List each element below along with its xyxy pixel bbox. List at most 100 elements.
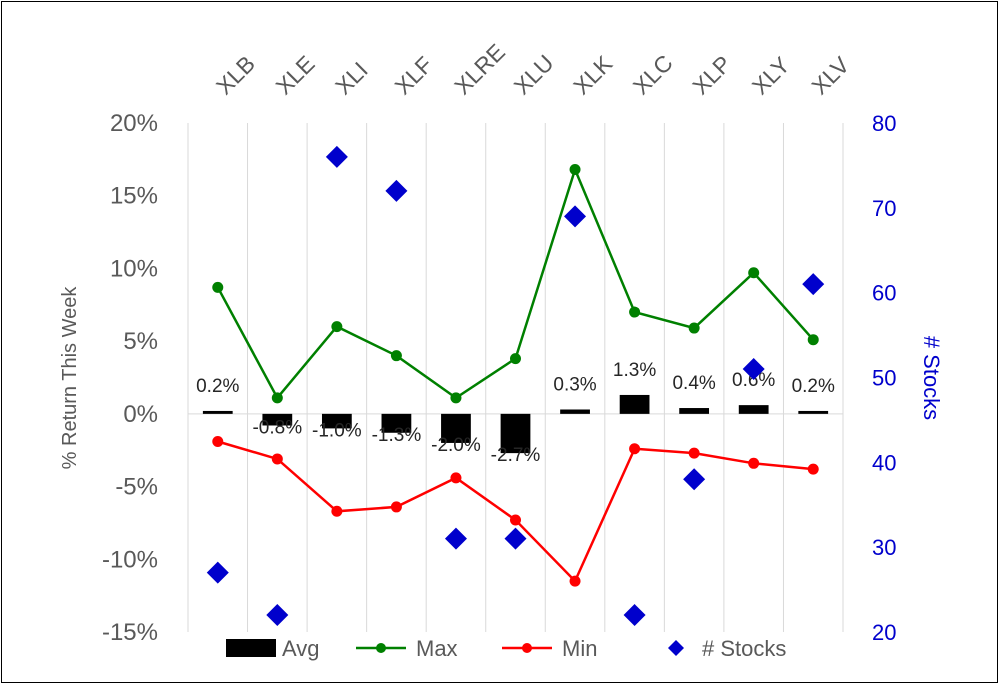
avg-data-label: -2.0% (431, 435, 481, 456)
legend-marker-min (522, 643, 532, 653)
y2-tick-label: 80 (872, 111, 896, 136)
avg-data-label: 1.3% (613, 360, 656, 381)
min-point (807, 463, 819, 475)
x-tick-label: XLP (687, 50, 736, 99)
legend-swatch-stocks (668, 640, 684, 656)
y-tick-label: -10% (102, 546, 158, 573)
legend-label: Min (562, 636, 597, 661)
max-point (390, 350, 402, 362)
max-point (331, 321, 343, 333)
min-point (271, 453, 283, 465)
max-point (510, 353, 521, 365)
x-tick-label: XLC (628, 50, 678, 100)
avg-bar (560, 409, 590, 414)
stocks-point (802, 273, 825, 296)
min-point (510, 514, 521, 526)
max-point (450, 392, 462, 404)
stocks-point (564, 205, 587, 228)
max-point (271, 392, 283, 404)
avg-bars (202, 394, 829, 454)
y-axis-title: % Return This Week (59, 286, 81, 470)
y-tick-label: 15% (110, 183, 158, 210)
max-point (688, 322, 700, 334)
y-tick-label: 20% (110, 110, 158, 137)
stocks-point (385, 179, 408, 202)
avg-bar (738, 405, 769, 414)
y-tick-label: 0% (123, 401, 158, 428)
avg-bar (262, 413, 293, 426)
stocks-point (504, 527, 527, 550)
avg-data-label: 0.6% (732, 370, 775, 391)
stocks-point (742, 358, 765, 381)
legend-label: Max (416, 636, 458, 661)
avg-bar (500, 413, 531, 454)
avg-data-label: -2.7% (491, 445, 541, 466)
x-tick-label: XLV (806, 51, 854, 99)
min-point (629, 443, 641, 455)
y2-tick-label: 60 (872, 281, 896, 306)
y-axis-tick-labels: 20% 15% 10% 5% 0% -5% -10% -15% (102, 110, 158, 646)
avg-data-label: -1.0% (312, 420, 362, 441)
avg-bar (798, 410, 829, 414)
avg-bar (619, 394, 650, 414)
series-markers (206, 145, 825, 627)
y2-tick-label: 40 (872, 450, 896, 475)
x-tick-label: XLE (270, 50, 319, 99)
y2-axis-title: # Stocks (919, 336, 944, 420)
avg-bar (321, 413, 352, 429)
avg-bar (679, 408, 710, 414)
stocks-point (266, 604, 289, 627)
y-tick-label: 10% (110, 255, 158, 282)
min-point (390, 501, 402, 513)
y2-tick-label: 20 (872, 620, 896, 645)
y2-tick-label: 30 (872, 535, 896, 560)
stocks-point (683, 468, 706, 491)
avg-data-label: -1.3% (372, 425, 422, 446)
max-point (629, 306, 641, 318)
y2-axis-tick-labels: 80 70 60 50 40 30 20 (872, 111, 896, 645)
y-tick-label: -15% (102, 619, 158, 646)
min-point (450, 472, 462, 484)
stocks-point (325, 145, 348, 168)
x-tick-label: XLY (747, 52, 795, 100)
min-point (748, 457, 760, 469)
x-tick-label: XLK (568, 50, 618, 100)
stocks-point (206, 561, 229, 584)
max-point (212, 281, 224, 293)
legend: Avg Max Min # Stocks (226, 636, 786, 661)
legend-label: Avg (282, 636, 320, 661)
max-point (748, 267, 760, 279)
avg-bar (441, 413, 471, 443)
min-point (688, 447, 700, 459)
y2-tick-label: 70 (872, 196, 896, 221)
stocks-point (623, 604, 646, 627)
stocks-point (444, 527, 467, 550)
avg-data-label: -0.8% (252, 417, 302, 438)
vertical-gridlines (187, 123, 844, 632)
min-point (212, 435, 224, 447)
min-point (569, 575, 581, 587)
avg-bar (202, 410, 233, 414)
min-point (331, 505, 343, 517)
avg-data-label: 0.3% (553, 374, 596, 395)
max-point (807, 334, 819, 346)
avg-data-label: 0.2% (792, 376, 835, 397)
legend-marker-max (376, 643, 386, 653)
x-tick-label: XLU (509, 50, 559, 100)
avg-data-label: 0.4% (672, 373, 715, 394)
x-tick-label: XLF (390, 51, 438, 99)
legend-label: # Stocks (702, 636, 786, 661)
y2-tick-label: 50 (872, 366, 896, 391)
y-tick-label: -5% (115, 474, 158, 501)
legend-swatch-avg (226, 639, 276, 657)
y-tick-label: 5% (123, 328, 158, 355)
avg-data-label: 0.2% (196, 376, 239, 397)
avg-data-labels: 0.2% -0.8% -1.0% -1.3% -2.0% -2.7% 0.3% 1.3% 0.4… (196, 360, 835, 466)
x-tick-label: XLI (330, 57, 373, 100)
x-tick-label: XLB (211, 50, 260, 99)
max-point (569, 164, 581, 176)
x-tick-label: XLRE (449, 39, 510, 100)
